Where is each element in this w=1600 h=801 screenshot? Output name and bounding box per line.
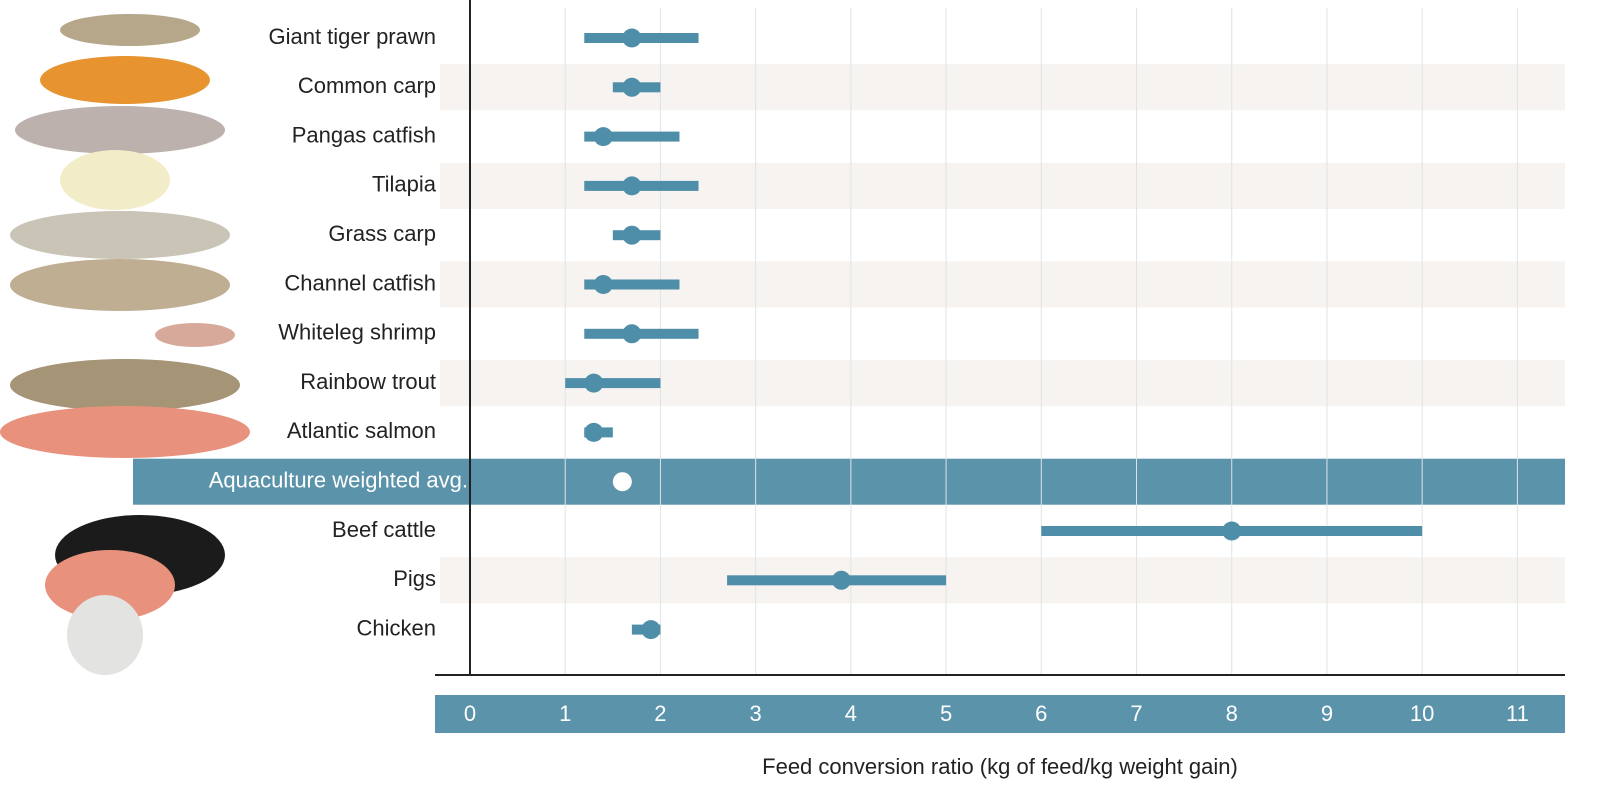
category-label: Atlantic salmon bbox=[287, 418, 436, 443]
x-tick-label: 7 bbox=[1130, 701, 1142, 726]
row-band bbox=[440, 64, 1565, 111]
plot-area: 0 1 2 3 4 5 6 7 8 9 10 11 Giant tiger prawn Common ca… bbox=[133, 0, 1565, 733]
x-tick-label: 1 bbox=[559, 701, 571, 726]
value-dot bbox=[831, 570, 851, 590]
value-dot bbox=[622, 77, 642, 97]
value-dot bbox=[622, 225, 642, 245]
category-label: Common carp bbox=[298, 73, 436, 98]
category-label: Giant tiger prawn bbox=[268, 24, 436, 49]
x-axis-band bbox=[435, 695, 1565, 733]
x-tick-label: 10 bbox=[1410, 701, 1434, 726]
x-tick-label: 5 bbox=[940, 701, 952, 726]
x-tick-label: 9 bbox=[1321, 701, 1333, 726]
x-tick-label: 0 bbox=[464, 701, 476, 726]
category-label: Tilapia bbox=[372, 172, 437, 197]
x-tick-label: 2 bbox=[654, 701, 666, 726]
x-tick-label: 8 bbox=[1226, 701, 1238, 726]
value-dot bbox=[1222, 521, 1242, 541]
category-label: Rainbow trout bbox=[300, 369, 436, 394]
category-label: Beef cattle bbox=[332, 517, 436, 542]
value-dot bbox=[593, 127, 613, 147]
x-tick-label: 3 bbox=[750, 701, 762, 726]
animal-silhouettes bbox=[0, 14, 250, 675]
range-bar bbox=[584, 180, 699, 191]
value-dot bbox=[584, 373, 604, 393]
range-bar bbox=[584, 328, 699, 339]
row-band bbox=[440, 557, 1565, 604]
value-dot bbox=[612, 472, 632, 492]
range-bar bbox=[584, 33, 699, 43]
category-label: Grass carp bbox=[328, 221, 436, 246]
range-bar bbox=[584, 279, 680, 290]
x-tick-label: 6 bbox=[1035, 701, 1047, 726]
value-dot bbox=[622, 28, 642, 48]
x-axis-label: Feed conversion ratio (kg of feed/kg wei… bbox=[762, 754, 1238, 779]
range-bar bbox=[565, 378, 661, 389]
category-label: Pigs bbox=[393, 566, 436, 591]
highlight-band bbox=[133, 458, 1565, 505]
category-label: Chicken bbox=[357, 615, 436, 640]
category-label: Aquaculture weighted avg. bbox=[209, 468, 468, 493]
category-label: Pangas catfish bbox=[292, 122, 436, 147]
category-label: Channel catfish bbox=[284, 270, 436, 295]
category-label: Whiteleg shrimp bbox=[278, 320, 436, 345]
value-dot bbox=[584, 422, 604, 442]
range-bar bbox=[584, 131, 680, 142]
x-tick-label: 4 bbox=[845, 701, 857, 726]
value-dot bbox=[622, 324, 642, 344]
value-dot bbox=[593, 275, 613, 294]
value-dot bbox=[622, 176, 642, 196]
value-dot bbox=[641, 620, 661, 640]
x-tick-label: 11 bbox=[1506, 701, 1529, 726]
